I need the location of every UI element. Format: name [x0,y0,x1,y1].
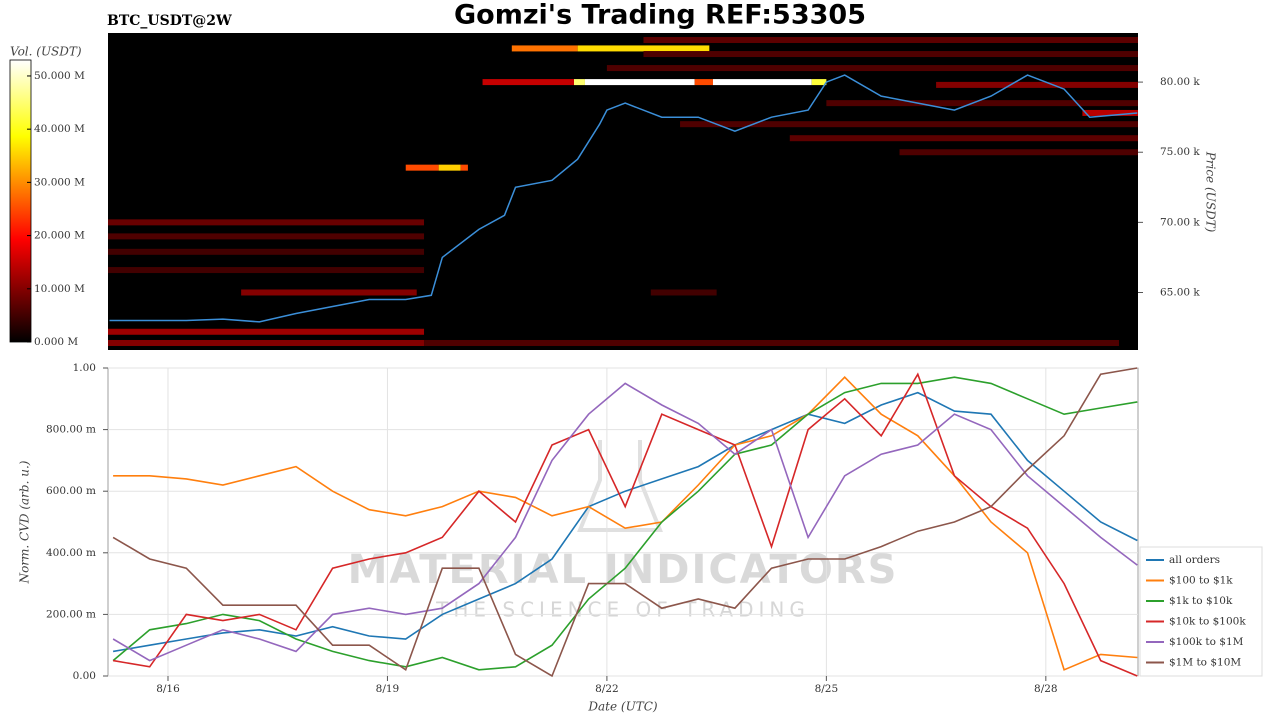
colorbar-tick-label: 10.000 M [34,283,85,295]
y-tick-label: 75.00 k [1160,146,1200,158]
x-tick-label: 8/22 [595,683,619,695]
y-tick-label: 800.00 m [46,424,96,436]
colorbar-label: Vol. (USDT) [10,45,82,59]
y-tick-label: 70.00 k [1160,216,1200,228]
heat-cell [694,79,713,86]
legend-label: $100k to $1M [1169,636,1244,648]
heat-cell [108,219,425,226]
x-tick-label: 8/19 [376,683,400,695]
heat-cell [584,79,695,86]
x-tick-label: 8/16 [156,683,180,695]
heat-cell [108,248,425,255]
heat-cell [680,121,1138,128]
heat-cell [108,328,425,335]
heat-cell [899,149,1138,156]
y-tick-label: 400.00 m [46,547,96,559]
y-tick-label: 1.00 [73,362,96,374]
colorbar-tick-label: 0.000 M [34,336,78,348]
cvd-line [113,376,1138,671]
heat-cell [405,164,439,171]
chart-title: Gomzi's Trading REF:53305 [454,0,866,31]
heat-cell [643,51,1138,58]
price-line [109,74,1138,323]
cvd-line [112,382,1138,662]
y-tick-label: 65.00 k [1160,286,1200,298]
heat-cell [438,164,461,171]
legend-label: $1k to $10k [1169,595,1233,607]
y-tick-label: 80.00 k [1160,76,1200,88]
legend-label: $1M to $10M [1169,657,1241,669]
cvd-line [112,391,1138,653]
colorbar-tick-label: 20.000 M [34,230,85,242]
y-tick-label: 0.00 [73,670,96,682]
heat-cell [1082,109,1138,116]
heat-cell [482,79,574,86]
heat-cell [511,45,578,52]
y-tick-label: 600.00 m [46,485,96,497]
x-tick-label: 8/25 [815,683,839,695]
cvd-line [112,372,1138,677]
colorbar-tick-label: 30.000 M [34,176,85,188]
heat-cell [573,79,585,86]
colorbar-tick-label: 50.000 M [34,70,85,82]
watermark-icon [577,440,663,532]
x-tick-label: 8/28 [1034,683,1058,695]
heat-cell [606,65,1138,72]
colorbar [9,59,32,343]
legend-box [1139,546,1263,677]
legend-label: all orders [1169,554,1220,566]
watermark: THE SCIENCE OF TRADING [435,598,810,622]
heat-cell [108,339,425,346]
heat-cell [577,45,710,52]
y-axis-label: Price (USDT) [1204,151,1218,233]
subtitle: BTC_USDT@2W [107,13,232,29]
heat-cell [424,339,1119,346]
heat-cell [826,100,1138,107]
legend-label: $10k to $100k [1169,616,1246,628]
heat-cell [712,79,812,86]
colorbar-tick-label: 40.000 M [34,123,85,135]
y-axis-label: Norm. CVD (arb. u.) [18,460,32,584]
heat-cell [643,37,1138,44]
heat-cell [108,233,425,240]
heat-cell [789,135,1138,142]
heat-cell [108,267,425,274]
legend-label: $100 to $1k [1169,575,1233,587]
heat-cell [650,289,717,296]
heat-cell [241,289,417,296]
cvd-line [112,376,1138,671]
cvd-line [112,367,1138,678]
y-tick-label: 200.00 m [46,608,96,620]
heat-cell [460,164,468,171]
heat-cell [811,79,827,86]
heat-cell [936,81,1138,88]
x-axis-label: Date (UTC) [587,700,657,714]
